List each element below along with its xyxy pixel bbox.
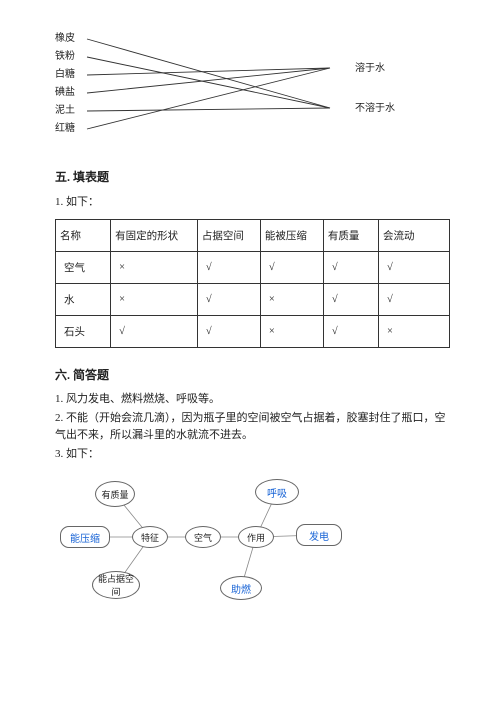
table-cell: 水 <box>56 284 111 316</box>
section6-title: 六. 简答题 <box>55 366 450 383</box>
table-cell: × <box>260 316 323 348</box>
matching-lines <box>55 30 355 150</box>
matching-diagram: 橡皮铁粉白糖碘盐泥土红糖 溶于水不溶于水 <box>55 30 450 150</box>
matching-right-item: 溶于水 <box>355 60 395 100</box>
section6-answers: 1. 风力发电、燃料燃烧、呼吸等。 2. 不能（开始会流几滴），因为瓶子里的空间… <box>55 391 450 463</box>
table-row: 空气×√√√√ <box>56 252 450 284</box>
table-cell: √ <box>197 284 260 316</box>
table-cell: √ <box>323 316 378 348</box>
concept-node-nengyasuo: 能压缩 <box>60 526 110 548</box>
table-cell: √ <box>260 252 323 284</box>
table-body: 空气×√√√√水×√×√√石头√√×√× <box>56 252 450 348</box>
table-cell: √ <box>323 284 378 316</box>
concept-node-huxi: 呼吸 <box>255 479 299 505</box>
answer-1: 1. 风力发电、燃料燃烧、呼吸等。 <box>55 391 450 408</box>
matching-right-labels: 溶于水不溶于水 <box>355 60 395 140</box>
table-cell: √ <box>379 252 450 284</box>
table-header-row: 名称有固定的形状占据空间能被压缩有质量会流动 <box>56 220 450 252</box>
concept-node-nengzhanju: 能占据空间 <box>92 571 140 599</box>
concept-node-fadian: 发电 <box>296 524 342 546</box>
table-cell: √ <box>197 252 260 284</box>
properties-table: 名称有固定的形状占据空间能被压缩有质量会流动 空气×√√√√水×√×√√石头√√… <box>55 219 450 348</box>
concept-map: 有质量呼吸能压缩特征空气作用发电能占据空间助燃 <box>60 471 450 616</box>
table-cell: × <box>111 284 198 316</box>
table-cell: √ <box>111 316 198 348</box>
section5-title: 五. 填表题 <box>55 168 450 185</box>
table-cell: × <box>260 284 323 316</box>
table-header-cell: 有质量 <box>323 220 378 252</box>
table-cell: × <box>111 252 198 284</box>
answer-3: 3. 如下： <box>55 446 450 463</box>
table-header-cell: 占据空间 <box>197 220 260 252</box>
table-header-cell: 会流动 <box>379 220 450 252</box>
table-cell: × <box>379 316 450 348</box>
table-row: 石头√√×√× <box>56 316 450 348</box>
section5-q1: 1. 如下： <box>55 193 450 209</box>
concept-node-youzhiliang: 有质量 <box>95 481 135 507</box>
answer-2: 2. 不能（开始会流几滴），因为瓶子里的空间被空气占据着，胶塞封住了瓶口，空气出… <box>55 410 450 444</box>
table-header-cell: 有固定的形状 <box>111 220 198 252</box>
table-cell: √ <box>323 252 378 284</box>
table-header-cell: 能被压缩 <box>260 220 323 252</box>
table-row: 水×√×√√ <box>56 284 450 316</box>
table-cell: √ <box>197 316 260 348</box>
matching-right-item: 不溶于水 <box>355 100 395 140</box>
table-cell: 石头 <box>56 316 111 348</box>
table-cell: √ <box>379 284 450 316</box>
table-header-cell: 名称 <box>56 220 111 252</box>
table-cell: 空气 <box>56 252 111 284</box>
